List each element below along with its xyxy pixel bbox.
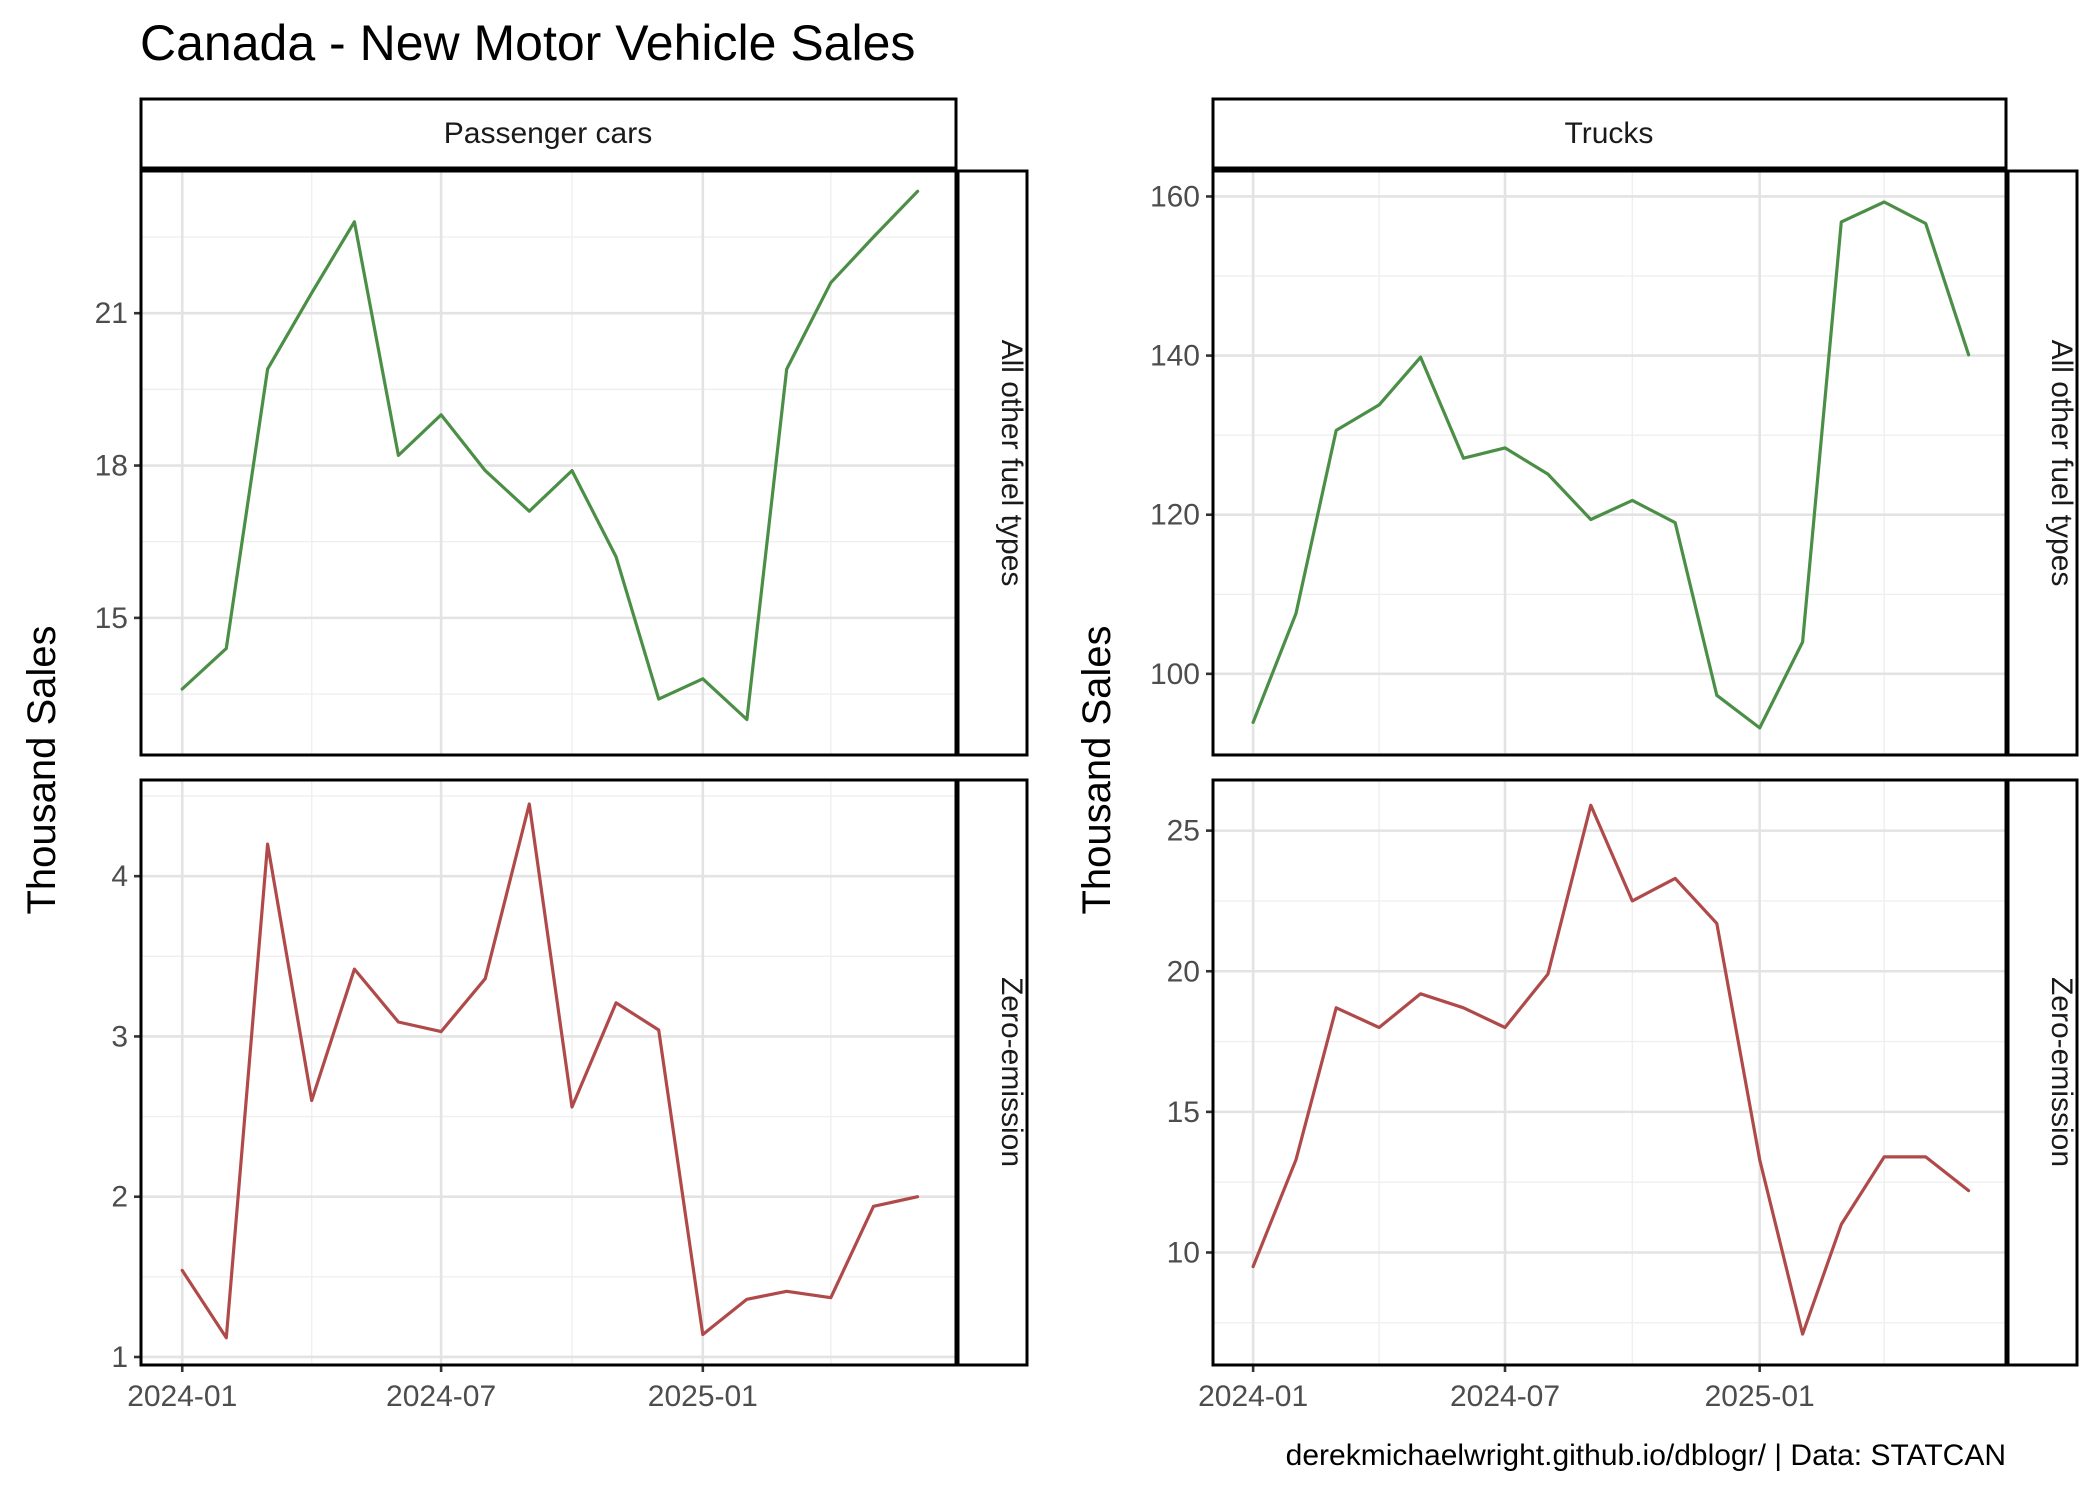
strip-left: Passenger cars — [139, 97, 958, 170]
y-tick-label: 21 — [95, 297, 128, 330]
strip-row-left-bottom: Zero-emission — [956, 778, 1029, 1367]
panel-border — [139, 169, 958, 757]
y-tick-label: 15 — [95, 602, 128, 635]
y-tick-label: 4 — [111, 860, 128, 893]
x-tick-label: 2024-07 — [1450, 1380, 1560, 1413]
y-tick-label: 1 — [111, 1341, 128, 1374]
strip-label-all-other-fuel-left: All other fuel types — [995, 340, 1028, 587]
panel-cars-zev: 1 2 3 4 2024-01 2024-07 2025-01 — [111, 778, 958, 1413]
x-tick-label: 2025-01 — [648, 1380, 758, 1413]
chart-caption: derekmichaelwright.github.io/dblogr/ | D… — [1286, 1439, 2006, 1472]
y-tick-label: 120 — [1150, 499, 1200, 532]
x-tick-label: 2024-07 — [386, 1380, 496, 1413]
y-tick-label: 2 — [111, 1181, 128, 1214]
chart-title: Canada - New Motor Vehicle Sales — [140, 15, 915, 71]
strip-label-zero-emission-left: Zero-emission — [995, 977, 1028, 1167]
panel-border — [1211, 778, 2008, 1367]
panel-trucks-other: 100 120 140 160 — [1150, 169, 2008, 757]
y-tick-label: 100 — [1150, 658, 1200, 691]
series-line-cars-zev — [180, 802, 920, 1340]
panel-border — [1211, 169, 2008, 757]
series-line-trucks-zev — [1251, 803, 1971, 1336]
y-axis-title-right: Thousand Sales — [1075, 625, 1119, 914]
panel-border — [139, 778, 958, 1367]
x-tick-label: 2025-01 — [1705, 1380, 1815, 1413]
y-tick-label: 15 — [1167, 1096, 1200, 1129]
strip-label-trucks: Trucks — [1565, 117, 1654, 150]
y-tick-label: 20 — [1167, 955, 1200, 988]
strip-row-left-top: All other fuel types — [956, 169, 1029, 757]
x-tick-label: 2024-01 — [127, 1380, 237, 1413]
panel-cars-other: 15 18 21 — [95, 169, 958, 757]
series-line-trucks-other — [1251, 200, 1971, 730]
y-tick-label: 18 — [95, 450, 128, 483]
strip-row-right-bottom: Zero-emission — [2006, 778, 2079, 1367]
strip-row-right-top: All other fuel types — [2006, 169, 2079, 757]
strip-label-passenger-cars: Passenger cars — [444, 117, 652, 150]
panel-trucks-zev: 10 15 20 25 2024-01 2024-07 2025-01 — [1167, 778, 2008, 1413]
y-tick-label: 10 — [1167, 1237, 1200, 1270]
strip-label-zero-emission-right: Zero-emission — [2045, 977, 2078, 1167]
x-tick-label: 2024-01 — [1198, 1380, 1308, 1413]
y-tick-label: 140 — [1150, 340, 1200, 373]
strip-label-all-other-fuel-right: All other fuel types — [2045, 340, 2078, 587]
series-line-cars-other — [180, 189, 920, 722]
y-tick-label: 3 — [111, 1020, 128, 1053]
y-tick-label: 25 — [1167, 815, 1200, 848]
y-axis-title-left: Thousand Sales — [20, 625, 64, 914]
y-tick-label: 160 — [1150, 180, 1200, 213]
strip-right: Trucks — [1211, 97, 2008, 170]
